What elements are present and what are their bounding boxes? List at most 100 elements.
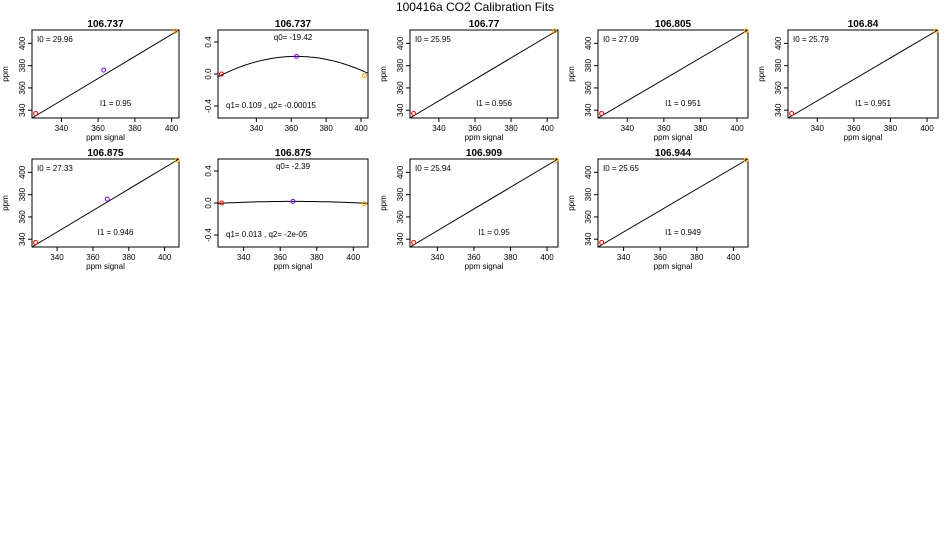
x-tick-label: 360	[468, 124, 482, 133]
data-point	[33, 111, 39, 117]
fit-annotation: q0= -19.42	[274, 33, 313, 42]
x-tick-label: 400	[727, 253, 741, 262]
panel-title: 106.84	[848, 19, 879, 30]
panel-title: 106.737	[87, 19, 124, 30]
x-tick-label: 360	[654, 253, 668, 262]
y-tick-label: 380	[774, 58, 783, 72]
fit-line	[409, 158, 559, 248]
panel-title: 106.77	[469, 19, 500, 30]
x-tick-label: 380	[504, 253, 518, 262]
fit-line	[31, 29, 180, 119]
fit-annotation: I1 = 0.946	[98, 228, 134, 237]
y-tick-label: 360	[18, 210, 27, 224]
x-tick-label: 400	[158, 253, 172, 262]
x-axis-label: ppm signal	[654, 133, 693, 142]
x-tick-label: 340	[617, 253, 631, 262]
data-point	[933, 28, 939, 34]
data-point	[743, 157, 749, 163]
x-tick-label: 380	[122, 253, 136, 262]
fit-annotation: q1= 0.013 , q2= -2e-05	[226, 230, 308, 239]
fit-annotation: I1 = 0.951	[855, 99, 891, 108]
y-tick-label: 340	[396, 232, 405, 246]
data-point	[172, 28, 178, 34]
x-axis-label: ppm signal	[465, 262, 504, 271]
panel-title: 106.944	[655, 148, 692, 159]
y-tick-label: -0.4	[204, 99, 213, 113]
data-point	[361, 201, 367, 207]
x-tick-label: 400	[347, 253, 361, 262]
x-tick-label: 380	[128, 124, 142, 133]
y-tick-label: 340	[774, 103, 783, 117]
x-tick-label: 360	[86, 253, 100, 262]
x-tick-label: 360	[91, 124, 105, 133]
y-tick-label: 400	[774, 36, 783, 50]
data-point	[290, 198, 296, 204]
y-tick-label: 380	[18, 187, 27, 201]
y-axis-label: ppm	[567, 195, 576, 211]
fit-annotation: I0 = 29.96	[37, 35, 73, 44]
fit-annotation: I1 = 0.956	[476, 99, 512, 108]
panel-5: 106.84 340 360 380 400 340 360 380 400 ppm signal…	[757, 19, 939, 142]
y-tick-label: 380	[396, 187, 405, 201]
y-tick-label: 0.0	[204, 68, 213, 80]
x-axis-label: ppm signal	[465, 133, 504, 142]
panel-4: 106.805 340 360 380 400 340 360 380 400 ppm signa…	[567, 19, 749, 142]
y-tick-label: 380	[584, 58, 593, 72]
x-tick-label: 400	[354, 124, 368, 133]
y-tick-label: 0.4	[204, 165, 213, 177]
plot-frame	[409, 29, 559, 119]
y-axis-label: ppm	[379, 195, 388, 211]
panel-8: 106.909 340 360 380 400 340 360 380 400 ppm signa…	[379, 148, 559, 271]
y-axis-label: ppm	[1, 66, 10, 82]
x-tick-label: 340	[432, 124, 446, 133]
data-point	[293, 53, 299, 59]
x-tick-label: 400	[540, 124, 554, 133]
y-tick-label: 400	[584, 36, 593, 50]
data-point	[551, 28, 557, 34]
panel-7: 106.875 340 360 380 400 -0.4 0.0 0.4 ppm signal q…	[204, 148, 369, 271]
plot-frame	[597, 158, 749, 248]
y-tick-label: 340	[584, 103, 593, 117]
fit-annotation: I0 = 25.95	[415, 35, 451, 44]
x-axis-label: ppm signal	[86, 133, 125, 142]
fit-annotation: I0 = 25.79	[793, 35, 829, 44]
fit-annotation: q0= -2.39	[276, 162, 311, 171]
page-title: 100416a CO2 Calibration Fits	[395, 0, 555, 14]
x-tick-label: 380	[690, 253, 704, 262]
data-point	[33, 240, 39, 246]
fit-line	[597, 158, 749, 248]
panel-3: 106.77 340 360 380 400 340 360 380 400 ppm signal…	[379, 19, 559, 142]
y-tick-label: 360	[396, 210, 405, 224]
x-axis-label: ppm signal	[86, 262, 125, 271]
x-tick-label: 340	[811, 124, 825, 133]
y-tick-label: 360	[774, 81, 783, 95]
plot-frame	[31, 158, 180, 248]
fit-annotation: I1 = 0.951	[665, 99, 701, 108]
plot-frame	[409, 158, 559, 248]
x-tick-label: 380	[310, 253, 324, 262]
data-point	[599, 111, 605, 117]
data-point	[743, 28, 749, 34]
y-axis-label: ppm	[379, 66, 388, 82]
plot-frame	[31, 29, 180, 119]
x-tick-label: 400	[540, 253, 554, 262]
fit-annotation: I1 = 0.95	[100, 99, 132, 108]
x-tick-label: 360	[274, 253, 288, 262]
fit-line	[787, 29, 939, 119]
panel-title: 106.875	[87, 148, 124, 159]
x-tick-label: 380	[504, 124, 518, 133]
y-tick-label: 0.4	[204, 36, 213, 48]
data-point	[101, 67, 107, 73]
data-point	[789, 111, 795, 117]
y-axis-label: ppm	[567, 66, 576, 82]
data-point	[599, 240, 605, 246]
y-tick-label: 380	[396, 58, 405, 72]
y-tick-label: 360	[584, 81, 593, 95]
y-tick-label: 340	[18, 103, 27, 117]
y-tick-label: 340	[18, 232, 27, 246]
y-tick-label: 380	[18, 58, 27, 72]
panel-title: 106.805	[655, 19, 692, 30]
x-tick-label: 360	[847, 124, 861, 133]
fit-curve	[217, 200, 369, 204]
x-tick-label: 380	[319, 124, 333, 133]
